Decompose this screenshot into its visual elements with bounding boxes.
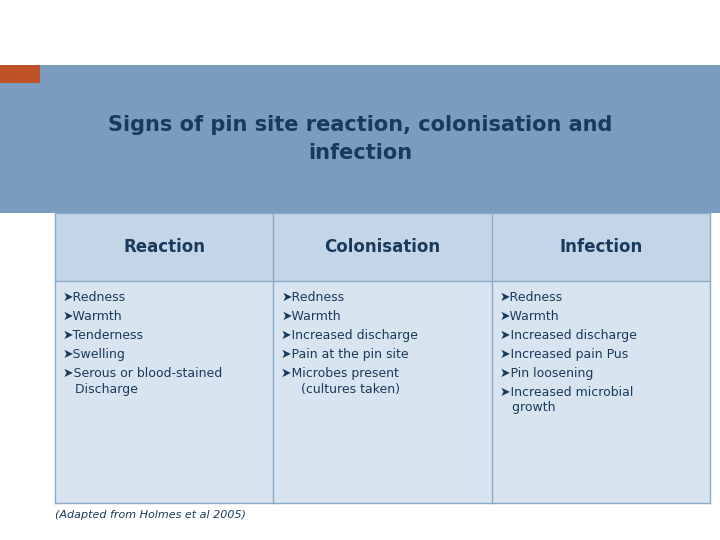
Text: ➤Serous or blood-stained
   Discharge: ➤Serous or blood-stained Discharge <box>63 367 222 395</box>
Bar <box>0 65 40 83</box>
Text: ➤Increased pain Pus: ➤Increased pain Pus <box>500 348 628 361</box>
Text: Infection: Infection <box>559 238 642 256</box>
Text: ➤Swelling: ➤Swelling <box>63 348 126 361</box>
Text: Reaction: Reaction <box>123 238 205 256</box>
Text: ➤Warmth: ➤Warmth <box>282 310 341 323</box>
Text: Colonisation: Colonisation <box>325 238 441 256</box>
Bar <box>55 213 710 281</box>
Text: (Adapted from Holmes et al 2005): (Adapted from Holmes et al 2005) <box>55 510 246 520</box>
Text: ➤Redness: ➤Redness <box>282 291 344 304</box>
Text: ➤Increased discharge: ➤Increased discharge <box>500 329 636 342</box>
Text: ➤Redness: ➤Redness <box>63 291 126 304</box>
Text: ➤Microbes present
     (cultures taken): ➤Microbes present (cultures taken) <box>282 367 400 395</box>
Text: ➤Warmth: ➤Warmth <box>500 310 559 323</box>
Text: ➤Pain at the pin site: ➤Pain at the pin site <box>282 348 409 361</box>
Text: ➤Warmth: ➤Warmth <box>63 310 122 323</box>
Text: ➤Increased discharge: ➤Increased discharge <box>282 329 418 342</box>
Text: Signs of pin site reaction, colonisation and
infection: Signs of pin site reaction, colonisation… <box>108 115 612 163</box>
Text: ➤Tenderness: ➤Tenderness <box>63 329 144 342</box>
Bar <box>0 65 720 213</box>
Text: ➤Pin loosening: ➤Pin loosening <box>500 367 593 380</box>
Text: ➤Redness: ➤Redness <box>500 291 563 304</box>
Bar <box>55 281 710 503</box>
Text: ➤Increased microbial
   growth: ➤Increased microbial growth <box>500 386 633 415</box>
